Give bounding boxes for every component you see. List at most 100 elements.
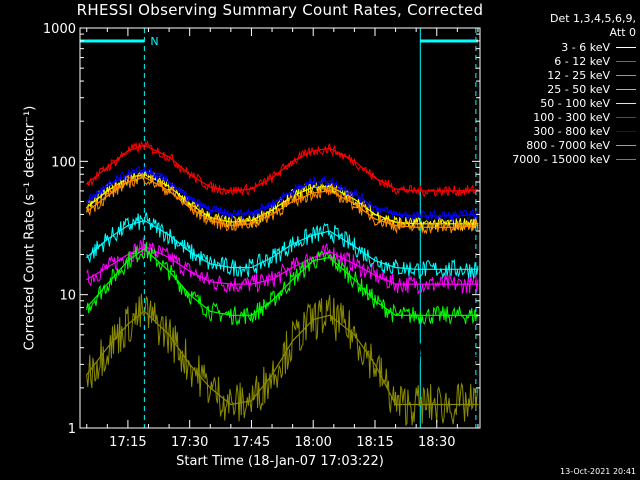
series-point-1-14 (374, 274, 376, 276)
series-point-7-0 (86, 210, 88, 213)
series-point-6-0 (86, 200, 88, 203)
series-point-8-17 (436, 403, 438, 406)
series-point-2-14 (374, 300, 376, 302)
series-point-6-14 (374, 206, 376, 209)
series-point-8-4 (168, 334, 170, 336)
series-point-8-13 (353, 334, 355, 336)
series-point-0-18 (456, 354, 458, 357)
series-point-5-1 (106, 166, 108, 169)
series-point-1-17 (436, 283, 438, 285)
series-point-4-15 (394, 221, 397, 223)
series-trace-7 (86, 172, 479, 235)
series-point-0-12 (329, 278, 331, 281)
legend-swatch (616, 74, 636, 76)
series-point-0-7 (230, 354, 232, 357)
series-trace-6 (86, 166, 479, 222)
x-tick-label-2: 17:45 (233, 435, 270, 450)
series-layer (86, 139, 479, 427)
series-point-6-5 (189, 198, 191, 200)
series-line-0 (86, 270, 478, 357)
series-point-1-0 (86, 278, 88, 281)
series-point-3-2 (127, 224, 129, 227)
series-point-7-17 (436, 226, 438, 228)
series-point-7-11 (312, 192, 314, 194)
series-point-6-6 (209, 209, 211, 211)
series-point-5-7 (230, 190, 232, 192)
legend-label: 12 - 25 keV (547, 68, 610, 82)
series-point-4-19 (477, 223, 479, 225)
series-point-8-12 (329, 314, 331, 316)
y-axis-label: Corrected Count Rate (s⁻¹ detector⁻¹) (22, 105, 38, 351)
series-point-6-12 (329, 180, 331, 182)
series-point-5-6 (209, 186, 211, 188)
series-point-3-1 (106, 238, 108, 240)
series-line-5 (86, 144, 478, 192)
series-point-8-9 (271, 374, 273, 376)
series-point-3-19 (477, 268, 479, 270)
series-point-4-9 (271, 209, 273, 211)
series-point-7-4 (168, 190, 170, 192)
x-tick-label-3: 18:00 (294, 435, 331, 450)
series-point-2-6 (209, 310, 211, 312)
series-point-0-14 (374, 334, 376, 336)
series-point-7-14 (374, 218, 376, 220)
series-point-2-3 (143, 248, 145, 250)
y-tick-label-3: 1000 (43, 22, 76, 37)
series-point-5-3 (143, 144, 145, 146)
series-point-0-6 (209, 347, 211, 349)
series-point-6-1 (106, 185, 108, 187)
series-point-2-9 (271, 300, 273, 302)
series-point-5-14 (374, 177, 376, 179)
series-point-0-9 (271, 334, 273, 336)
series-point-5-16 (415, 190, 417, 192)
series-point-7-10 (292, 200, 294, 203)
series-point-2-2 (127, 260, 129, 262)
series-point-7-9 (271, 213, 273, 215)
series-point-3-17 (436, 268, 438, 270)
series-point-3-7 (230, 266, 232, 269)
series-point-2-15 (394, 314, 397, 316)
series-point-7-6 (209, 219, 211, 222)
legend-item-7: 800 - 7000 keV (484, 138, 636, 152)
legend-label: 300 - 800 keV (533, 124, 610, 138)
series-point-5-10 (292, 160, 294, 162)
series-point-6-16 (415, 215, 417, 217)
legend-swatch (616, 144, 636, 146)
series-point-1-2 (127, 253, 129, 256)
series-point-3-14 (374, 260, 376, 262)
series-point-1-3 (143, 245, 145, 248)
series-point-1-4 (168, 256, 170, 259)
series-point-0-17 (436, 354, 438, 357)
series-point-6-13 (353, 193, 355, 195)
series-line-1 (86, 245, 478, 285)
series-point-1-12 (329, 251, 331, 253)
series-point-0-2 (127, 278, 129, 281)
axes-layer: 1 10 100 1000 17:15 17:30 17:45 18:00 18:15 18:30 (43, 22, 481, 450)
series-trace-3 (86, 212, 479, 280)
series-point-5-9 (271, 177, 273, 179)
series-point-0-5 (189, 323, 191, 325)
series-point-3-4 (168, 234, 170, 236)
series-point-6-8 (250, 212, 253, 214)
series-point-7-16 (415, 226, 417, 228)
y-tick-label-0: 1 (68, 422, 76, 437)
series-point-2-4 (168, 270, 170, 272)
legend-item-3: 25 - 50 keV (484, 82, 636, 96)
series-point-7-18 (456, 226, 458, 228)
legend-item-8: 7000 - 15000 keV (484, 152, 636, 166)
series-point-6-2 (127, 173, 129, 175)
series-point-7-3 (143, 176, 145, 178)
series-point-4-13 (353, 198, 355, 200)
series-point-4-4 (168, 185, 170, 187)
legend-rows: 3 - 6 keV 6 - 12 keV 12 - 25 keV 25 - 50 ke… (484, 40, 636, 166)
series-point-2-1 (106, 283, 108, 285)
series-point-1-9 (271, 278, 273, 281)
series-point-2-18 (456, 314, 458, 316)
series-trace-0 (86, 261, 479, 370)
series-point-5-13 (353, 160, 355, 162)
series-point-3-18 (456, 268, 458, 270)
timestamp: 13-Oct-2021 20:41 (560, 467, 636, 476)
series-point-5-0 (86, 183, 88, 185)
legend-swatch (616, 116, 636, 118)
series-point-6-15 (394, 213, 397, 215)
